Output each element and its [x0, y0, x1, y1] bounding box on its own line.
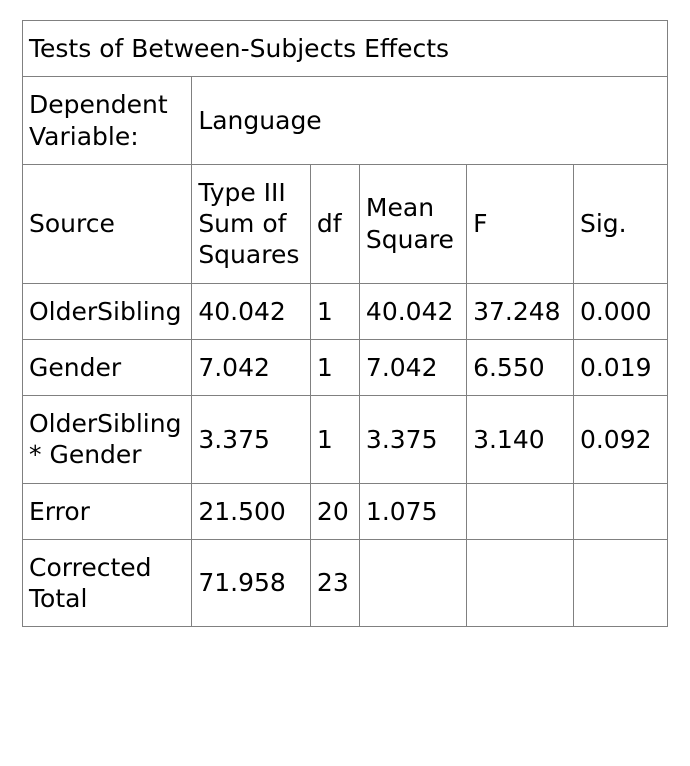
- table-title: Tests of Between-Subjects Effects: [23, 21, 668, 77]
- page: Tests of Between-Subjects EffectsDepende…: [0, 0, 690, 766]
- cell-f: [467, 539, 574, 627]
- column-header-row: SourceType III Sum of SquaresdfMean Squa…: [23, 164, 668, 283]
- cell-source: OlderSibling * Gender: [23, 396, 192, 484]
- cell-ms: 3.375: [359, 396, 466, 484]
- cell-source: OlderSibling: [23, 283, 192, 339]
- anova-table-body: Tests of Between-Subjects EffectsDepende…: [23, 21, 668, 627]
- column-header-source: Source: [23, 164, 192, 283]
- cell-ms: 1.075: [359, 483, 466, 539]
- cell-df: 20: [310, 483, 359, 539]
- cell-sig: [573, 483, 667, 539]
- table-title-row: Tests of Between-Subjects Effects: [23, 21, 668, 77]
- cell-f: 6.550: [467, 339, 574, 395]
- dependent-variable-row: Dependent Variable:Language: [23, 77, 668, 165]
- cell-ms: 40.042: [359, 283, 466, 339]
- cell-ss: 7.042: [192, 339, 311, 395]
- cell-sig: 0.092: [573, 396, 667, 484]
- dependent-variable-label: Dependent Variable:: [23, 77, 192, 165]
- column-header-ms: Mean Square: [359, 164, 466, 283]
- dependent-variable-value: Language: [192, 77, 668, 165]
- table-row: OlderSibling40.042140.04237.2480.000: [23, 283, 668, 339]
- cell-ss: 21.500: [192, 483, 311, 539]
- cell-sig: 0.000: [573, 283, 667, 339]
- anova-table: Tests of Between-Subjects EffectsDepende…: [22, 20, 668, 627]
- cell-sig: [573, 539, 667, 627]
- cell-ss: 40.042: [192, 283, 311, 339]
- table-row: Gender7.04217.0426.5500.019: [23, 339, 668, 395]
- column-header-f: F: [467, 164, 574, 283]
- table-row: OlderSibling * Gender3.37513.3753.1400.0…: [23, 396, 668, 484]
- cell-df: 23: [310, 539, 359, 627]
- column-header-sig: Sig.: [573, 164, 667, 283]
- cell-ms: [359, 539, 466, 627]
- cell-source: Corrected Total: [23, 539, 192, 627]
- cell-ms: 7.042: [359, 339, 466, 395]
- cell-ss: 71.958: [192, 539, 311, 627]
- column-header-df: df: [310, 164, 359, 283]
- cell-df: 1: [310, 396, 359, 484]
- table-row: Corrected Total71.95823: [23, 539, 668, 627]
- cell-f: 37.248: [467, 283, 574, 339]
- cell-f: 3.140: [467, 396, 574, 484]
- cell-sig: 0.019: [573, 339, 667, 395]
- column-header-ss: Type III Sum of Squares: [192, 164, 311, 283]
- table-row: Error21.500201.075: [23, 483, 668, 539]
- cell-source: Gender: [23, 339, 192, 395]
- cell-df: 1: [310, 283, 359, 339]
- cell-f: [467, 483, 574, 539]
- cell-ss: 3.375: [192, 396, 311, 484]
- cell-df: 1: [310, 339, 359, 395]
- cell-source: Error: [23, 483, 192, 539]
